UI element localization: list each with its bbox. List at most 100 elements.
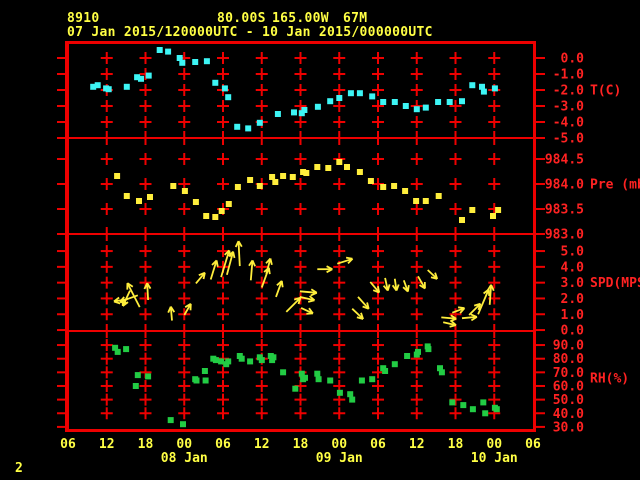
relative-humidity-point (112, 344, 119, 351)
relative-humidity-point (493, 406, 500, 413)
wind-arrow-head (248, 259, 254, 267)
wind-arrow-head (377, 286, 381, 293)
wind-arrow (402, 279, 409, 292)
temperature-point (459, 98, 465, 105)
wind-arrow (121, 290, 131, 307)
wind-arrow-head (308, 307, 314, 314)
temperature-point (435, 99, 442, 105)
pressure-point (303, 170, 310, 176)
temperature-point (138, 75, 144, 82)
relative-humidity-point (347, 391, 354, 398)
wind-arrow (442, 321, 457, 326)
pressure-point (344, 164, 350, 170)
temperature-point (391, 99, 398, 105)
wind-arrow (169, 306, 173, 321)
y-tick-label: 2.0 (561, 292, 585, 307)
wind-arrow-head (450, 320, 457, 326)
wind-arrow (357, 296, 370, 310)
wind-arrow (237, 241, 241, 267)
wind-arrow-head (126, 282, 134, 288)
wind-arrow-head (122, 301, 129, 307)
wind-arrow (113, 298, 127, 303)
relative-humidity-point (314, 370, 321, 377)
y-tick-label: 983.5 (545, 203, 584, 218)
pressure-point (422, 198, 429, 204)
relative-humidity-series (112, 343, 500, 428)
temperature-point (469, 82, 476, 89)
wind-arrow-head (386, 284, 391, 291)
wind-arrow-head (228, 250, 234, 257)
temperature-point (479, 83, 485, 90)
wind-arrow-head (293, 296, 301, 301)
x-tick-label: 00 (176, 437, 192, 452)
wind-arrow-head (276, 280, 283, 286)
wind-arrow-head (224, 249, 230, 256)
x-tick-label: 12 (254, 437, 270, 452)
wind-arrow-head (167, 306, 172, 313)
pressure-point (435, 193, 442, 199)
temperature-point (402, 103, 409, 109)
pressure-point (391, 183, 398, 189)
wind-arrow-head (366, 302, 370, 310)
y-tick-label: 30.0 (553, 420, 584, 435)
wind-arrow (351, 308, 364, 320)
wind-arrow-head (234, 240, 240, 248)
x-tick-label: 06 (60, 437, 76, 452)
temperature-point (274, 111, 281, 117)
pressure-point (413, 198, 420, 204)
y-tick-label: 40.0 (553, 407, 584, 422)
pressure-point (272, 179, 279, 185)
wind-arrow-head (449, 324, 457, 328)
relative-humidity-point (469, 406, 476, 413)
wind-arrow-head (326, 265, 333, 270)
temperature-point (298, 110, 305, 117)
temperature-point (192, 59, 199, 65)
x-date-label: 10 Jan (471, 451, 518, 466)
wind-arrow (441, 316, 457, 320)
temperature-point (347, 90, 354, 97)
pressure-point (336, 159, 343, 165)
y-tick-label: -3.0 (553, 100, 584, 115)
wind-arrow (275, 280, 283, 298)
wind-arrow-head (372, 289, 380, 294)
pressure-point (192, 199, 199, 205)
wind-arrow (220, 250, 231, 278)
relative-humidity-point (327, 377, 334, 384)
wind-arrow (427, 269, 438, 280)
y-tick-label: 983.0 (545, 228, 584, 243)
y-tick-label: 4.0 (561, 260, 585, 275)
relative-humidity-point (238, 355, 245, 362)
wind-arrow-head (407, 284, 410, 292)
y-tick-label: 0.0 (561, 324, 585, 339)
wind-arrow (226, 251, 234, 276)
wind-arrow-head (143, 282, 149, 290)
pressure-point (490, 213, 496, 219)
wind-arrow (417, 275, 426, 289)
pressure-point (247, 177, 254, 183)
wind-arrow (183, 303, 192, 316)
wind-arrow-head (309, 295, 316, 301)
y-tick-label: 70.0 (553, 366, 584, 381)
wind-arrow-head (434, 272, 439, 280)
pressure-point (325, 165, 332, 171)
wind-arrow (384, 277, 389, 291)
wind-speed-axis-title: SPD(MPS) (590, 276, 640, 291)
y-tick-label: 60.0 (553, 379, 584, 394)
wind-arrow (195, 272, 206, 284)
pressure-point (469, 207, 476, 213)
relative-humidity-axis-title: RH(%) (590, 371, 629, 386)
temperature-point (176, 55, 183, 61)
x-tick-label: 12 (409, 437, 425, 452)
x-tick-label: 06 (525, 437, 541, 452)
y-axis-labels: 0.0-1.0-2.0-3.0-4.0-5.0T(C)984.5984.0983… (545, 52, 640, 436)
pressure-point (114, 173, 121, 179)
x-tick-label: 00 (486, 437, 502, 452)
wind-arrow-head (310, 288, 318, 294)
relative-humidity-point (438, 369, 445, 376)
pressure-point (234, 184, 241, 190)
wind-arrow (451, 307, 465, 314)
relative-humidity-point (202, 377, 209, 384)
pressure-point (136, 198, 142, 204)
x-date-label: 09 Jan (316, 451, 363, 466)
wind-arrow (126, 282, 141, 308)
